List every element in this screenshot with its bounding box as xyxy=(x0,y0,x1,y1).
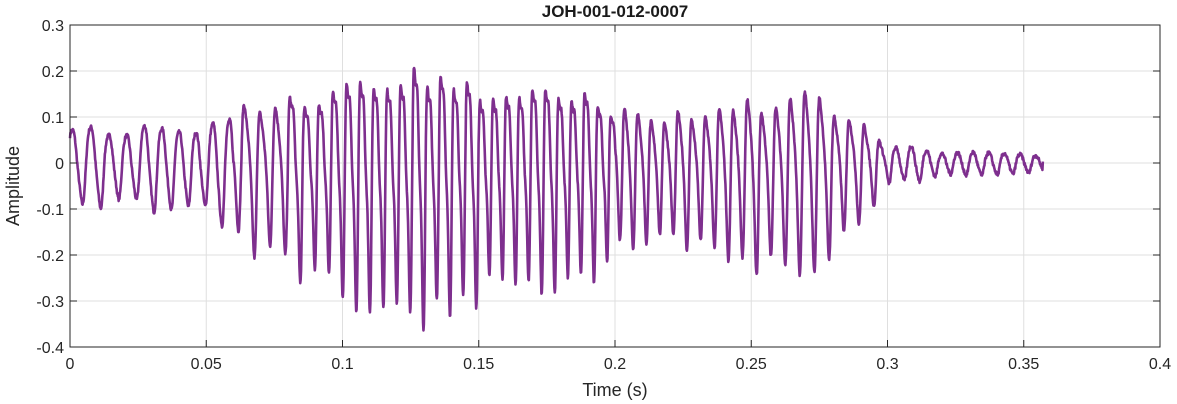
x-tick-label: 0 xyxy=(66,356,75,373)
waveform-series xyxy=(68,66,1045,332)
x-tick-label: 0.15 xyxy=(463,356,494,373)
y-axis-label: Amplitude xyxy=(3,146,23,226)
y-tick-label: -0.1 xyxy=(36,202,64,219)
x-tick-label: 0.25 xyxy=(736,356,767,373)
x-tick-label: 0.2 xyxy=(604,356,626,373)
chart-title: JOH-001-012-0007 xyxy=(542,2,688,21)
waveform-line xyxy=(68,66,1045,332)
axis-ticks: 0 0.05 0.1 0.15 0.2 0.25 0.3 0.35 0.4 -0.4 -0.3 -0.… xyxy=(36,18,1171,373)
x-axis-label: Time (s) xyxy=(582,380,647,400)
y-tick-label: 0.3 xyxy=(42,18,64,35)
y-tick-label: 0 xyxy=(55,156,64,173)
y-tick-label: 0.1 xyxy=(42,110,64,127)
x-tick-label: 0.1 xyxy=(331,356,353,373)
x-tick-label: 0.3 xyxy=(876,356,898,373)
y-tick-label: -0.2 xyxy=(36,248,64,265)
y-tick-label: -0.3 xyxy=(36,294,64,311)
y-tick-label: -0.4 xyxy=(36,340,64,357)
y-tick-label: 0.2 xyxy=(42,64,64,81)
x-tick-label: 0.35 xyxy=(1008,356,1039,373)
x-tick-label: 0.4 xyxy=(1149,356,1171,373)
x-tick-label: 0.05 xyxy=(191,356,222,373)
